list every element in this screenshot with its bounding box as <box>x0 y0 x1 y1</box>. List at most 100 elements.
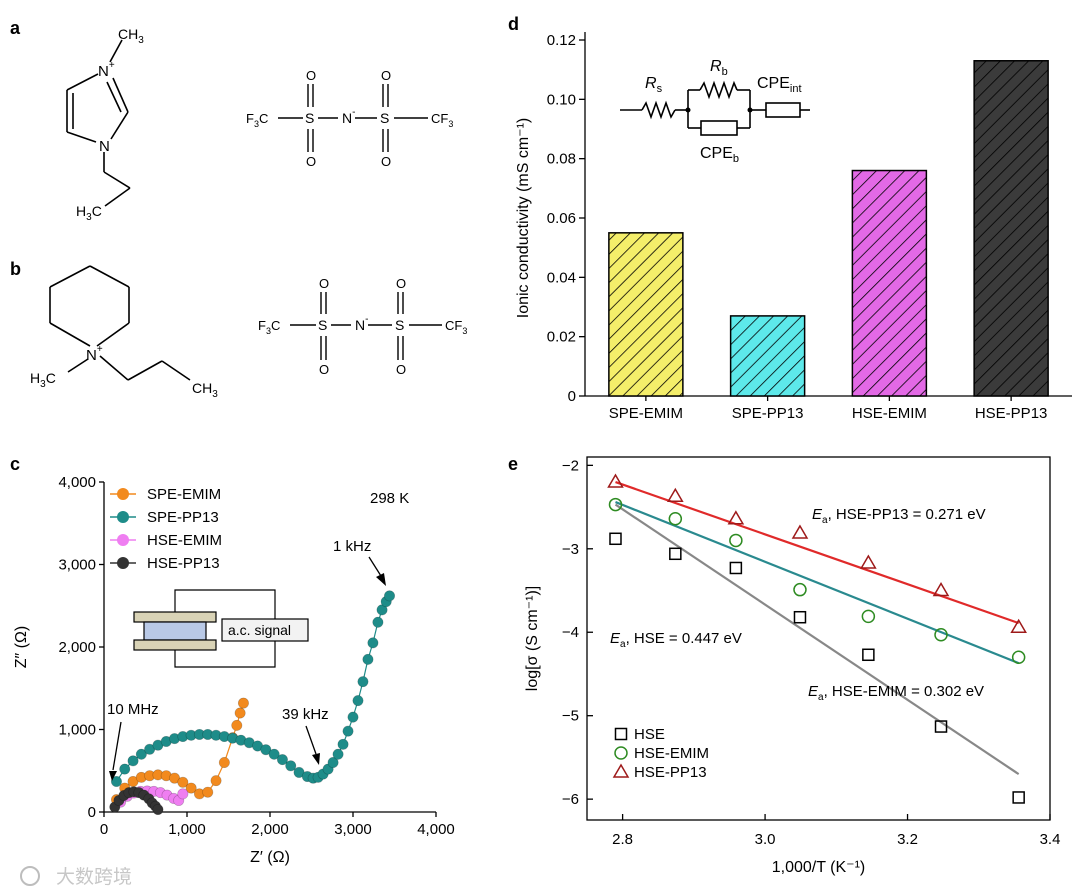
bar-y-tick-label: 0.08 <box>547 151 576 168</box>
svg-text:Rb: Rb <box>710 58 728 78</box>
arrhenius-x-tick-label: 3.0 <box>755 831 776 848</box>
arrhenius-point-hse-pp13 <box>860 554 877 569</box>
emim-cation-structure <box>66 39 131 207</box>
arrhenius-point-hse <box>729 561 743 575</box>
tfsi-b-cf-sub: 3 <box>462 326 467 336</box>
arrhenius-x-tick-label: 3.2 <box>897 831 918 848</box>
nyquist-point-spe-pp13 <box>127 755 139 767</box>
arrhenius-point-hse-emim <box>729 533 743 548</box>
arrowhead-39khz <box>312 753 320 765</box>
panel-c-label: c <box>10 454 20 474</box>
annot-ea-hse-emim-e: E <box>808 683 819 700</box>
arrhenius-point-hse-emim <box>1011 650 1026 665</box>
arrhenius-point-hse-emim <box>793 582 807 597</box>
nyquist-point-spe-pp13 <box>332 748 344 760</box>
nyquist-legend-label: HSE-PP13 <box>147 555 220 572</box>
bar-category-label: SPE-PP13 <box>732 405 804 422</box>
nyquist-point-spe-pp13 <box>119 763 131 775</box>
panel-d-label: d <box>508 14 519 34</box>
arrhenius-legend-marker <box>614 746 628 760</box>
nyquist-point-spe-pp13 <box>362 653 374 665</box>
nyquist-y-tick-label: 1,000 <box>58 722 96 739</box>
circuit-cpe-b-sub: b <box>733 153 739 165</box>
svg-text:CPEb: CPEb <box>700 145 739 165</box>
arrhenius-point-hse-emim <box>934 627 948 642</box>
watermark-text: 大数跨境 <box>56 866 132 888</box>
svg-text:F3C: F3C <box>246 111 268 129</box>
tfsi-b-f: F <box>258 318 266 333</box>
annot-ea-hse-emim: Ea, HSE-EMIM = 0.302 eV <box>808 683 984 703</box>
annot-10mhz: 10 MHz <box>107 701 159 718</box>
conductivity-bar-chart: 0 0.02 0.04 0.06 0.08 0.10 0.12 SPE-EMIM SPE-PP1… <box>515 32 1072 422</box>
arrhenius-plot: 2.8 3.0 3.2 3.4 −6 −5 −4 −3 −2 1,000/T (K⁻¹) log[σ… <box>524 456 1060 876</box>
arrhenius-legend-label: HSE-PP13 <box>634 764 707 781</box>
arrow-10mhz <box>112 721 122 771</box>
circuit-node-left <box>685 107 691 113</box>
tfsi-anion-a: F3C S S N- O O O O CF3 <box>246 68 453 169</box>
tfsi-a-o4: O <box>381 154 391 169</box>
svg-text:N+: N+ <box>98 60 115 80</box>
nyquist-legend-marker <box>117 534 129 546</box>
svg-text:N+: N+ <box>86 344 103 364</box>
pp13-methyl-c: C <box>46 370 56 386</box>
arrow-1khz <box>368 556 382 577</box>
arrhenius-point-hse-pp13 <box>727 510 745 525</box>
arrhenius-point-hse-pp13 <box>932 582 950 597</box>
panel-e: e 2.8 3.0 3.2 3.4 −6 −5 −4 −3 −2 1,000/T (K⁻¹) log… <box>508 454 1060 876</box>
svg-text:Rs: Rs <box>645 75 663 95</box>
svg-text:N-: N- <box>342 107 355 126</box>
svg-text:N-: N- <box>355 314 368 333</box>
circuit-cpe-int: CPE <box>757 75 790 92</box>
tfsi-a-f-sub: 3 <box>254 119 259 129</box>
arrhenius-point-hse <box>669 547 682 561</box>
arrhenius-fit-hse-emim <box>615 501 1020 665</box>
svg-text:CH3: CH3 <box>192 380 218 400</box>
annot-ea-hse-emim-text: , HSE-EMIM = 0.302 eV <box>824 683 984 700</box>
arrhenius-point-hse-pp13 <box>667 487 684 502</box>
arrhenius-y-tick-label: −6 <box>562 791 579 808</box>
nyquist-x-tick-label: 1,000 <box>168 821 206 838</box>
cell-inset: a.c. signal <box>133 589 309 668</box>
nyquist-plot: 0 1,000 2,000 3,000 4,000 0 1,000 2,000 3,000 4,0… <box>13 474 455 866</box>
annot-ea-hse-pp13-sub: a <box>822 515 828 526</box>
annot-1khz: 1 kHz <box>333 538 371 555</box>
nyquist-point-spe-pp13 <box>342 725 354 737</box>
annot-ea-hse-e: E <box>610 630 621 647</box>
svg-text:CF3: CF3 <box>445 318 467 336</box>
annot-ea-hse-pp13-text: , HSE-PP13 = 0.271 eV <box>828 506 986 523</box>
bar-y-tick-label: 0.04 <box>547 269 576 286</box>
svg-text:H3C: H3C <box>30 370 56 390</box>
tfsi-b-n: N <box>355 317 365 333</box>
tfsi-a-f: F <box>246 111 254 126</box>
tfsi-a-s2: S <box>380 110 389 126</box>
panel-a: a CH3 N+ N H3C <box>10 18 453 223</box>
arrowhead-1khz <box>376 573 386 586</box>
svg-text:CF3: CF3 <box>431 111 453 129</box>
svg-text:H3C: H3C <box>76 203 102 223</box>
circuit-rb: R <box>710 58 722 75</box>
tfsi-a-o2: O <box>306 154 316 169</box>
nyquist-y-tick-label: 0 <box>88 804 96 821</box>
nyquist-y-tick-label: 2,000 <box>58 639 96 656</box>
arrhenius-frame <box>586 456 1051 821</box>
emim-n-label: N <box>99 138 110 155</box>
nyquist-point-spe-pp13 <box>384 590 396 602</box>
inset-ac-signal: a.c. signal <box>228 622 291 638</box>
bar-y-tick-label: 0.12 <box>547 32 576 49</box>
emim-ethyl-c: C <box>92 203 102 219</box>
nyquist-point-spe-emim <box>218 756 230 768</box>
panel-c: c 0 1,000 2,000 3,000 4,000 0 1,000 2,000 3,000 4… <box>10 454 455 866</box>
nyquist-point-spe-pp13 <box>327 756 339 768</box>
arrhenius-fit-hse <box>614 503 1020 776</box>
tfsi-a-cf: CF <box>431 111 448 126</box>
emim-ethyl-sub: 3 <box>86 212 92 223</box>
arrhenius-point-hse-emim <box>608 497 623 512</box>
nyquist-point-spe-pp13 <box>367 637 379 649</box>
arrhenius-point-hse-pp13 <box>1010 618 1027 633</box>
nyquist-y-tick-label: 3,000 <box>58 557 96 574</box>
tfsi-b-s2: S <box>395 317 404 333</box>
emim-methyl-sub: 3 <box>138 35 144 46</box>
nyquist-point-hse-emim <box>177 788 189 800</box>
arrhenius-point-hse <box>934 720 948 733</box>
